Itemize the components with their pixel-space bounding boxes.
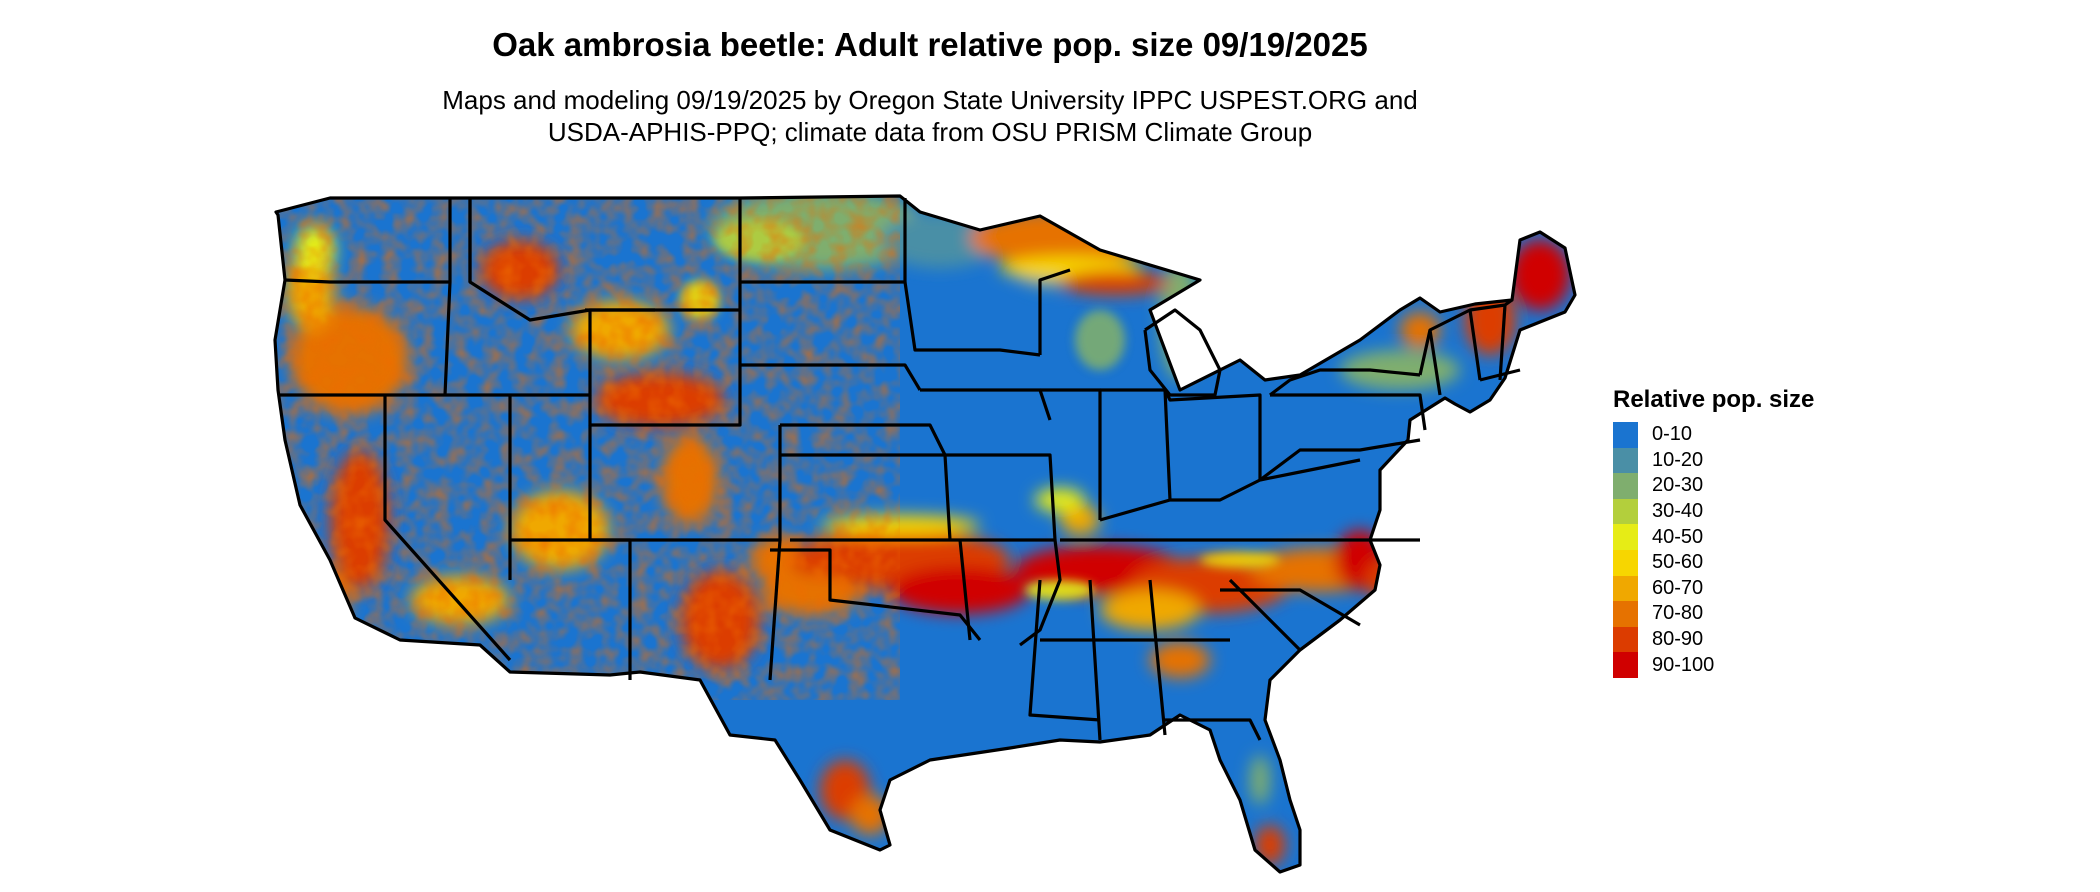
legend-swatch <box>1613 652 1638 678</box>
legend-label: 50-60 <box>1652 551 1704 574</box>
legend-item: 80-90 <box>1613 626 1814 653</box>
legend-item: 30-40 <box>1613 498 1814 525</box>
legend-label: 90-100 <box>1652 653 1715 676</box>
legend-swatch <box>1613 601 1638 627</box>
legend-item: 60-70 <box>1613 575 1814 602</box>
legend-swatch <box>1613 549 1638 576</box>
legend-item: 20-30 <box>1613 473 1814 499</box>
legend-label: 30-40 <box>1652 500 1704 523</box>
legend-swatch <box>1613 422 1638 448</box>
legend-label: 70-80 <box>1652 602 1704 625</box>
legend-title: Relative pop. size <box>1613 386 1815 413</box>
legend-item: 50-60 <box>1613 549 1814 576</box>
subtitle-line-1: Maps and modeling 09/19/2025 by Oregon S… <box>442 85 1418 115</box>
legend-swatch <box>1613 626 1638 653</box>
legend-label: 20-30 <box>1652 474 1704 497</box>
subtitle: Maps and modeling 09/19/2025 by Oregon S… <box>0 84 1860 148</box>
legend-swatch <box>1613 473 1638 499</box>
legend-label: 40-50 <box>1652 525 1704 548</box>
legend-label: 10-20 <box>1652 448 1704 471</box>
legend-swatch <box>1613 575 1638 602</box>
subtitle-line-2: USDA-APHIS-PPQ; climate data from OSU PR… <box>547 117 1313 147</box>
legend-item: 70-80 <box>1613 601 1814 627</box>
legend-swatch <box>1613 498 1638 525</box>
legend-label: 0-10 <box>1652 423 1693 446</box>
legend-label: 60-70 <box>1652 576 1704 599</box>
legend-item: 10-20 <box>1613 447 1814 474</box>
legend: Relative pop. size 0-10 10-20 20-30 30-40 40… <box>1613 386 1814 678</box>
legend-item: 0-10 <box>1613 422 1814 448</box>
legend-swatch <box>1613 524 1638 550</box>
legend-items: 0-10 10-20 20-30 30-40 40-50 50-60 60-70 70-80 8… <box>1613 422 1814 678</box>
legend-item: 90-100 <box>1613 652 1814 678</box>
legend-item: 40-50 <box>1613 524 1814 550</box>
page-title: Oak ambrosia beetle: Adult relative pop.… <box>492 26 1368 63</box>
legend-swatch <box>1613 447 1638 474</box>
legend-label: 80-90 <box>1652 628 1704 651</box>
